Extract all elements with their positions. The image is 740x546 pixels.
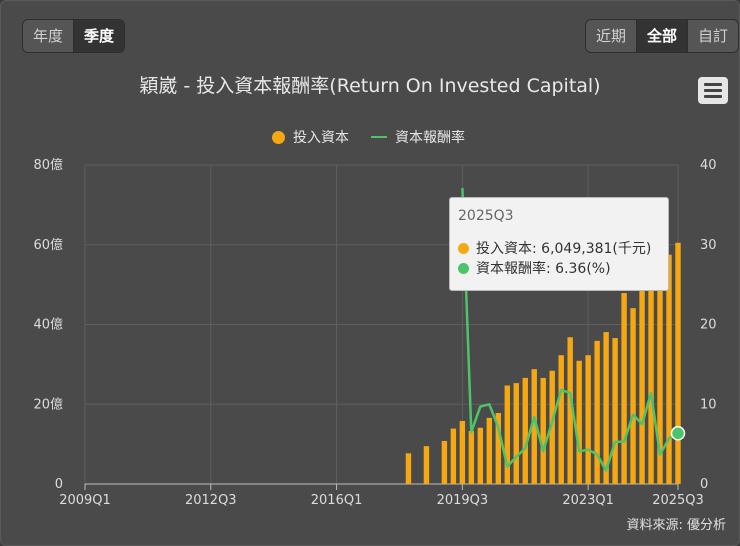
y-left-tick-label: 80億 [33, 157, 63, 173]
legend-item-invested-capital[interactable]: 投入資本 [272, 127, 349, 147]
bar-invested-capital [495, 413, 502, 484]
tooltip-header: 2025Q3 [458, 208, 514, 224]
hover-point-marker [670, 426, 686, 441]
hamburger-menu-icon[interactable] [698, 77, 728, 104]
bar-invested-capital [567, 337, 573, 484]
bar-invested-capital [531, 369, 537, 484]
bar-invested-capital [657, 263, 663, 484]
x-tick-label: 2016Q1 [311, 493, 363, 508]
y-right-tick-label: 40 [700, 158, 717, 173]
legend-item-roic[interactable]: 資本報酬率 [371, 127, 465, 147]
bar-invested-capital [675, 242, 681, 484]
bar-invested-capital [612, 338, 618, 484]
legend-dot-icon [272, 130, 285, 144]
line-roic [461, 188, 679, 472]
bar-invested-capital [513, 383, 519, 484]
bar-invested-capital [459, 420, 466, 484]
bar-invested-capital [441, 440, 448, 484]
x-tick-label: 2023Q1 [562, 493, 614, 508]
y-right-tick-label: 10 [700, 397, 717, 412]
y-right-tick-label: 20 [700, 318, 717, 333]
data-source-note: 資料來源: 優分析 [626, 518, 726, 533]
bar-invested-capital [486, 417, 493, 484]
bar-invested-capital [603, 332, 609, 484]
bar-invested-capital [405, 453, 412, 484]
bar-invested-capital [450, 428, 457, 484]
tooltip-dot-icon [458, 242, 469, 254]
tooltip-row-text: 投入資本: 6,049,381(千元) [476, 241, 652, 257]
x-tick-label: 2019Q3 [437, 493, 489, 508]
y-left-tick-label: 60億 [33, 237, 63, 253]
bar-invested-capital [558, 355, 564, 484]
bar-invested-capital [639, 289, 645, 484]
period-toggle: 年度 季度 [22, 19, 126, 53]
y-right-tick-label: 0 [700, 477, 708, 492]
bar-invested-capital [540, 377, 546, 484]
bar-invested-capital [522, 377, 528, 484]
quarterly-button[interactable]: 季度 [74, 20, 125, 52]
tooltip-row: 投入資本: 6,049,381(千元) [458, 238, 660, 258]
recent-range-button[interactable]: 近期 [586, 20, 637, 52]
y-left-tick-label: 20億 [33, 396, 63, 412]
bar-invested-capital [504, 385, 510, 484]
chart-legend: 投入資本 資本報酬率 [272, 127, 487, 147]
all-range-button[interactable]: 全部 [636, 20, 688, 52]
bar-invested-capital [621, 292, 627, 484]
bar-invested-capital [594, 340, 600, 484]
x-tick-label: 2025Q3 [652, 493, 704, 508]
bar-invested-capital [423, 446, 430, 484]
x-tick-label: 2009Q1 [59, 493, 111, 508]
chart-title: 穎崴 - 投入資本報酬率(Return On Invested Capital) [139, 75, 601, 97]
x-tick-label: 2012Q3 [185, 493, 237, 508]
annual-button[interactable]: 年度 [23, 20, 75, 52]
tooltip-dot-icon [458, 262, 469, 274]
range-toggle: 近期 全部 自訂 [584, 19, 739, 53]
custom-range-button[interactable]: 自訂 [697, 27, 728, 45]
tooltip-row: 資本報酬率: 6.36(%) [458, 258, 660, 278]
bar-invested-capital [477, 427, 484, 484]
bar-invested-capital [585, 355, 591, 484]
bar-invested-capital [549, 370, 555, 484]
legend-label: 資本報酬率 [395, 130, 465, 146]
y-right-tick-label: 30 [700, 238, 717, 253]
bar-invested-capital [648, 267, 654, 484]
bar-invested-capital [630, 308, 636, 484]
y-left-tick-label: 0 [55, 477, 63, 492]
legend-line-icon [371, 136, 387, 138]
tooltip-row-text: 資本報酬率: 6.36(%) [476, 261, 611, 277]
bar-invested-capital [576, 360, 582, 484]
chart-tooltip: 2025Q3 投入資本: 6,049,381(千元) 資本報酬率: 6.36(%… [449, 197, 669, 291]
bar-invested-capital [666, 254, 672, 484]
bar-invested-capital [468, 430, 475, 484]
legend-label: 投入資本 [293, 130, 349, 146]
y-left-tick-label: 40億 [33, 317, 63, 333]
